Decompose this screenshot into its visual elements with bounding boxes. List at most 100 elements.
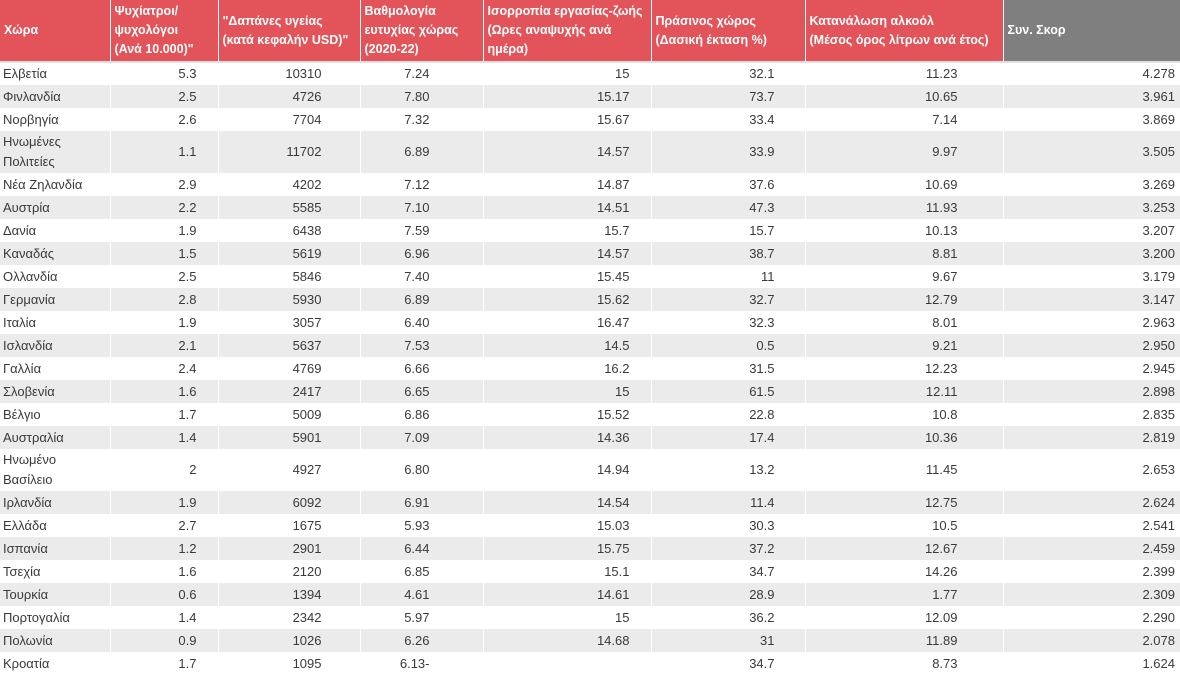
alcohol-cell: 12.79 [805, 288, 1004, 311]
total-score-cell: 2.950 [1003, 334, 1180, 357]
total-score-cell: 2.309 [1003, 583, 1180, 606]
health-spend-cell: 2901 [218, 537, 361, 560]
psychiatrists-cell: 1.6 [110, 380, 219, 403]
health-spend-cell: 5901 [218, 426, 361, 449]
country-cell: Ελλάδα [0, 514, 111, 537]
alcohol-cell: 10.65 [805, 85, 1004, 108]
psychiatrists-cell: 2.2 [110, 196, 219, 219]
work-life-cell: 15 [483, 606, 652, 629]
country-cell: Δανία [0, 219, 111, 242]
green-space-cell: 28.9 [651, 583, 806, 606]
total-score-cell: 2.963 [1142, 314, 1175, 330]
work-life-cell: 14.61 [483, 583, 652, 606]
table-row: Τουρκία 0.6 1394 4.61 14.61 28.9 1.77 2.… [0, 583, 1180, 606]
country-cell: Ηνωμένο Βασίλειο [0, 449, 111, 491]
column-header-alcohol: Κατανάλωση αλκοόλ (Μέσος όρος λίτρων ανά… [805, 0, 1004, 63]
table-row: Ιταλία 1.9 3057 6.40 16.47 32.3 8.01 2.9… [0, 311, 1180, 334]
total-score-cell: 2.653 [1142, 462, 1175, 477]
table-row: Ολλανδία 2.5 5846 7.40 15.45 11 9.67 3.1… [0, 265, 1180, 288]
green-space-cell: 36.2 [651, 606, 806, 629]
green-space-cell: 73.7 [651, 85, 806, 108]
psychiatrists-cell: 1.7 [110, 403, 219, 426]
work-life-cell: 15.75 [483, 537, 652, 560]
green-space-cell: 11 [651, 265, 806, 288]
health-spend-cell: 5009 [218, 403, 361, 426]
total-score-cell: 3.207 [1142, 222, 1175, 238]
health-spend-cell: 1675 [218, 514, 361, 537]
alcohol-cell: 12.11 [805, 380, 1004, 403]
table-row: Αυστραλία 1.4 5901 7.09 14.36 17.4 10.36… [0, 426, 1180, 449]
alcohol-cell: 12.67 [805, 537, 1004, 560]
happiness-cell: 6.91 [360, 491, 484, 514]
column-header-total-score: Συν. Σκορ [1003, 0, 1180, 63]
work-life-cell: 14.36 [483, 426, 652, 449]
happiness-cell: 7.80 [360, 85, 484, 108]
work-life-cell: 15.62 [483, 288, 652, 311]
work-life-cell: 14.87 [483, 173, 652, 196]
happiness-cell: 6.66 [360, 357, 484, 380]
alcohol-cell: 9.21 [805, 334, 1004, 357]
psychiatrists-cell: 2.5 [110, 85, 219, 108]
green-space-cell: 32.3 [651, 311, 806, 334]
column-header-green-space: Πράσινος χώρος (Δασική έκταση %) [651, 0, 806, 63]
work-life-cell: 14.5 [483, 334, 652, 357]
psychiatrists-cell: 2.5 [110, 265, 219, 288]
table-row: Κροατία 1.7 1095 6.13- 34.7 8.73 1.624 [0, 652, 1180, 675]
health-spend-cell: 1095 [218, 652, 361, 675]
country-cell: Ιταλία [0, 311, 111, 334]
total-score-cell: 2.290 [1142, 609, 1175, 625]
total-score-cell: 3.253 [1003, 196, 1180, 219]
happiness-cell: 7.12 [360, 173, 484, 196]
health-spend-cell: 5846 [218, 265, 361, 288]
country-cell: Τουρκία [0, 583, 111, 606]
total-score-cell: 1.624 [1142, 655, 1175, 671]
column-header-health-spend: "Δαπάνες υγείας (κατά κεφαλήν USD)" [218, 0, 361, 63]
column-header-work-life: Ισορροπία εργασίας-ζωής (Ωρες αναψυχής α… [483, 0, 652, 63]
alcohol-cell: 12.23 [805, 357, 1004, 380]
happiness-cell: 7.40 [360, 265, 484, 288]
alcohol-cell: 11.45 [805, 449, 1004, 491]
table-row: Βέλγιο 1.7 5009 6.86 15.52 22.8 10.8 2.8… [0, 403, 1180, 426]
total-score-cell: 3.200 [1003, 242, 1180, 265]
total-score-cell: 3.269 [1142, 176, 1175, 192]
country-cell: Πολωνία [0, 629, 111, 652]
table-row: Τσεχία 1.6 2120 6.85 15.1 34.7 14.26 2.3… [0, 560, 1180, 583]
country-cell: Ισλανδία [0, 334, 111, 357]
table-row: Ηνωμένες Πολιτείες 1.1 11702 6.89 14.57 … [0, 131, 1180, 173]
total-score-cell: 2.819 [1003, 426, 1180, 449]
table-header: Χώρα Ψυχίατροι/ ψυχολόγοι (Ανά 10.000)" … [0, 0, 1180, 63]
work-life-cell: 14.57 [483, 131, 652, 173]
table-row: Δανία 1.9 6438 7.59 15.7 15.7 10.13 3.20… [0, 219, 1180, 242]
work-life-cell: 15 [483, 380, 652, 403]
happiness-cell: 7.24 [360, 62, 484, 85]
psychiatrists-cell: 0.9 [110, 629, 219, 652]
alcohol-cell: 10.8 [805, 403, 1004, 426]
health-spend-cell: 6092 [218, 491, 361, 514]
health-spend-cell: 7704 [218, 108, 361, 131]
country-cell: Αυστραλία [0, 426, 111, 449]
psychiatrists-cell: 1.2 [110, 537, 219, 560]
alcohol-cell: 8.81 [805, 242, 1004, 265]
alcohol-cell: 9.97 [805, 131, 1004, 173]
total-score-cell: 3.961 [1003, 85, 1180, 108]
table-row: Γαλλία 2.4 4769 6.66 16.2 31.5 12.23 2.9… [0, 357, 1180, 380]
alcohol-cell: 10.36 [805, 426, 1004, 449]
alcohol-cell: 10.5 [805, 514, 1004, 537]
total-score-cell: 4.278 [1142, 66, 1175, 81]
health-spend-cell: 2417 [218, 380, 361, 403]
total-score-cell: 2.459 [1003, 537, 1180, 560]
total-score-cell: 3.869 [1142, 111, 1175, 127]
column-header-country: Χώρα [0, 0, 111, 63]
green-space-cell: 11.4 [651, 491, 806, 514]
alcohol-cell: 10.13 [805, 219, 1004, 242]
column-header-happiness: Βαθμολογία ευτυχίας χώρας (2020-22) [360, 0, 484, 63]
work-life-cell: 15.67 [483, 108, 652, 131]
health-spend-cell: 4769 [218, 357, 361, 380]
country-cell: Πορτογαλία [0, 606, 111, 629]
happiness-cell: 6.13- [360, 652, 484, 675]
happiness-cell: 7.59 [360, 219, 484, 242]
health-spend-cell: 5619 [218, 242, 361, 265]
total-score-cell: 2.835 [1142, 406, 1175, 422]
total-score-cell: 3.505 [1003, 131, 1180, 173]
health-spend-cell: 2120 [218, 560, 361, 583]
